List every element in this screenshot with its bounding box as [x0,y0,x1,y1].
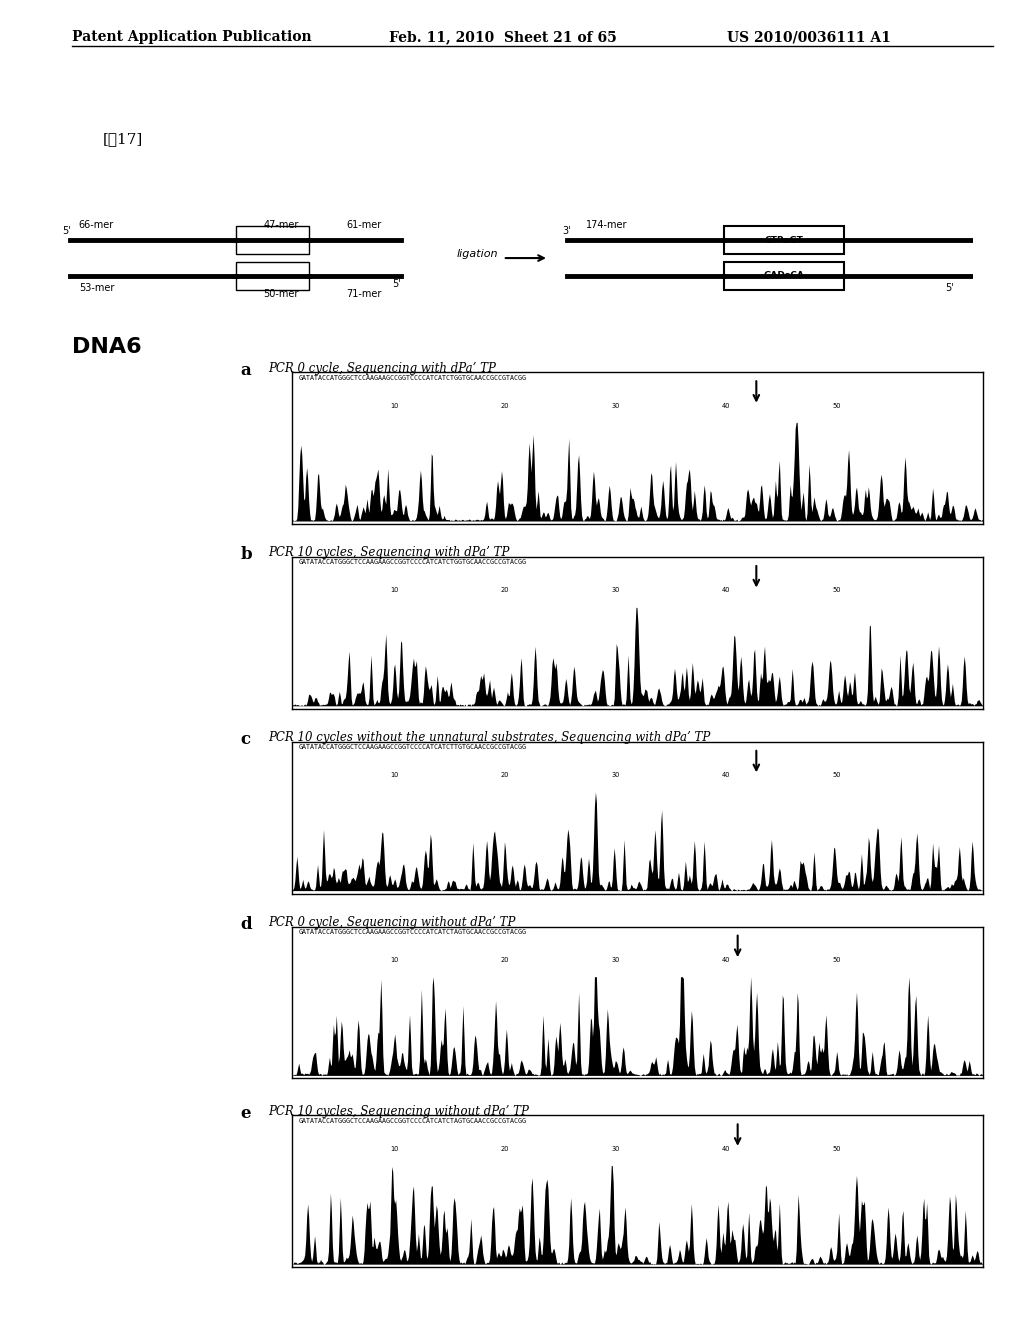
Text: 20: 20 [501,587,509,594]
Text: DNA6: DNA6 [72,337,141,356]
Text: 20: 20 [501,957,509,964]
Text: 61-mer: 61-mer [346,220,381,230]
Text: 10: 10 [390,587,398,594]
Text: 30: 30 [611,587,620,594]
Text: 50: 50 [833,1146,841,1152]
Text: 20: 20 [501,403,509,409]
Text: 10: 10 [390,1146,398,1152]
Text: 66-mer: 66-mer [79,220,114,230]
Text: 40: 40 [722,957,730,964]
Text: 10: 10 [390,403,398,409]
Text: 174-mer: 174-mer [586,220,628,230]
Text: 30: 30 [611,403,620,409]
Text: a: a [241,362,251,379]
Text: d: d [241,916,252,933]
Text: 50: 50 [833,403,841,409]
Text: 30: 30 [611,772,620,779]
Text: GATATACCATGGGCTCCAAGAAGCCGGTCCCCATCATCTGGTGCAACCGCCGTACGG: GATATACCATGGGCTCCAAGAAGCCGGTCCCCATCATCTG… [299,560,526,565]
Text: GATATACCATGGGCTCCAAGAAGCCGGTCCCCATCATCTGGTGCAACCGCCGTACGG: GATATACCATGGGCTCCAAGAAGCCGGTCCCCATCATCTG… [299,375,526,380]
Text: 5': 5' [62,226,71,236]
Text: Patent Application Publication: Patent Application Publication [72,30,311,45]
Text: 30: 30 [611,957,620,964]
Text: PCR 10 cycles, Sequencing with dPa’ TP: PCR 10 cycles, Sequencing with dPa’ TP [268,546,510,560]
Bar [724,261,844,290]
Text: 20: 20 [501,1146,509,1152]
Text: b: b [241,546,252,564]
Text: 40: 40 [722,772,730,779]
Text: GATATACCATGGGCTCCAAGAAGCCGGTCCCCATCATCTAGTGCAACCGCCGTACGG: GATATACCATGGGCTCCAAGAAGCCGGTCCCCATCATCTA… [299,929,526,935]
Text: e: e [241,1105,251,1122]
Text: PCR 0 cycle, Sequencing with dPa’ TP: PCR 0 cycle, Sequencing with dPa’ TP [268,362,497,375]
Text: GADsCA: GADsCA [764,272,804,280]
Text: 10: 10 [390,957,398,964]
Text: 40: 40 [722,587,730,594]
Text: c: c [241,731,251,748]
Text: ligation: ligation [457,249,499,260]
Bar [236,226,309,255]
Text: 47-mer: 47-mer [263,220,299,230]
Text: GATATACCATGGGCTCCAAGAAGCCGGTCCCCATCATCTTGTGCAACCGCCGTACGG: GATATACCATGGGCTCCAAGAAGCCGGTCCCCATCATCTT… [299,744,526,750]
Bar [236,261,309,290]
Text: Feb. 11, 2010  Sheet 21 of 65: Feb. 11, 2010 Sheet 21 of 65 [389,30,616,45]
Text: 50: 50 [833,587,841,594]
Text: 20: 20 [501,772,509,779]
Text: PCR 10 cycles without the unnatural substrates, Sequencing with dPa’ TP: PCR 10 cycles without the unnatural subs… [268,731,711,744]
Text: 5': 5' [392,280,401,289]
Text: 50-mer: 50-mer [263,289,299,298]
Text: 50: 50 [833,957,841,964]
Text: GATATACCATGGGCTCCAAGAAGCCGGTCCCCATCATCTAGTGCAACCGCCGTACGG: GATATACCATGGGCTCCAAGAAGCCGGTCCCCATCATCTA… [299,1118,526,1123]
Text: 53-mer: 53-mer [79,282,115,293]
Text: US 2010/0036111 A1: US 2010/0036111 A1 [727,30,891,45]
Text: 50: 50 [833,772,841,779]
Text: 10: 10 [390,772,398,779]
Text: 5': 5' [945,282,954,293]
Text: 40: 40 [722,403,730,409]
Text: 40: 40 [722,1146,730,1152]
Text: PCR 10 cycles, Sequencing without dPa’ TP: PCR 10 cycles, Sequencing without dPa’ T… [268,1105,529,1118]
Text: [囲17]: [囲17] [102,132,142,147]
Bar [724,226,844,255]
Text: 3': 3' [563,226,571,236]
Text: PCR 0 cycle, Sequencing without dPa’ TP: PCR 0 cycle, Sequencing without dPa’ TP [268,916,516,929]
Text: 30: 30 [611,1146,620,1152]
Text: CTPaGT: CTPaGT [765,236,803,244]
Text: 71-mer: 71-mer [346,289,382,298]
